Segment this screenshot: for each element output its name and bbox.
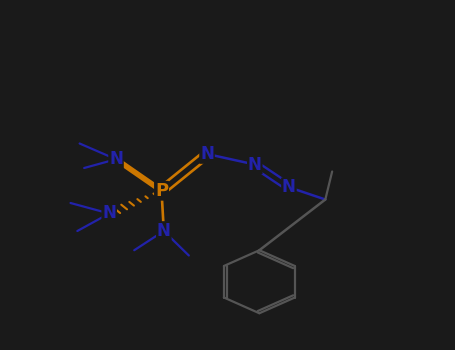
Text: N: N — [102, 204, 116, 223]
Text: P: P — [155, 182, 168, 200]
Text: N: N — [157, 222, 171, 240]
Text: N: N — [200, 145, 214, 163]
Text: N: N — [282, 178, 296, 196]
Text: N: N — [109, 150, 123, 168]
Text: N: N — [248, 155, 262, 174]
